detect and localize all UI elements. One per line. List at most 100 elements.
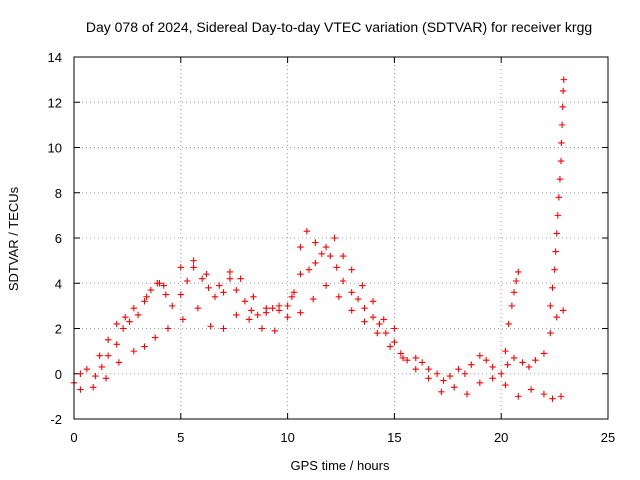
data-point: [476, 352, 484, 359]
data-point: [115, 359, 123, 366]
x-tick-label: 5: [177, 430, 184, 445]
data-point: [354, 295, 362, 303]
data-point: [369, 298, 377, 305]
data-point: [560, 76, 567, 83]
grid-lines: [74, 57, 608, 419]
data-point: [468, 361, 475, 368]
data-point: [271, 327, 278, 334]
data-point: [177, 291, 184, 298]
data-point: [425, 375, 432, 382]
data-point: [220, 325, 227, 332]
data-point: [556, 175, 564, 183]
data-point: [312, 239, 319, 246]
data-point: [233, 286, 240, 294]
data-point: [519, 359, 526, 366]
y-tick-label: 14: [48, 50, 62, 65]
data-point: [361, 304, 368, 312]
data-point: [318, 250, 325, 258]
y-tick-label: -2: [50, 412, 62, 427]
data-point: [303, 228, 311, 235]
data-point: [386, 343, 394, 350]
data-point: [113, 341, 120, 348]
data-point: [348, 266, 355, 273]
data-point: [198, 275, 206, 282]
data-point: [141, 298, 148, 305]
data-point: [104, 352, 112, 359]
data-point: [348, 289, 355, 296]
data-point: [284, 313, 291, 321]
data-point: [359, 282, 366, 289]
data-point: [540, 390, 548, 398]
x-tick-labels: 0 5 10 15 20 25: [70, 430, 615, 445]
data-point: [339, 252, 347, 260]
x-tick-label: 15: [387, 430, 401, 445]
x-tick-label: 25: [601, 430, 615, 445]
data-point: [547, 302, 554, 310]
data-point: [143, 293, 150, 301]
data-point: [553, 313, 560, 321]
data-point: [141, 343, 148, 350]
data-point: [275, 307, 283, 314]
data-point: [483, 356, 490, 364]
data-point: [92, 372, 99, 380]
data-point: [233, 311, 240, 319]
data-point: [557, 393, 565, 400]
data-point: [397, 350, 405, 357]
data-point: [551, 266, 558, 273]
data-point: [160, 282, 167, 289]
data-point: [425, 366, 432, 373]
data-point: [505, 320, 512, 328]
y-tick-label: 10: [48, 141, 62, 156]
data-point: [130, 347, 138, 355]
data-point: [532, 356, 539, 364]
data-point: [376, 320, 383, 328]
y-tick-label: 8: [55, 186, 62, 201]
data-point: [207, 323, 214, 330]
data-point: [327, 252, 334, 260]
data-point: [203, 271, 210, 278]
data-point: [418, 359, 426, 366]
data-point: [226, 275, 234, 282]
data-point: [412, 366, 419, 373]
data-point: [549, 395, 556, 402]
data-point: [220, 289, 227, 296]
data-point: [438, 388, 445, 396]
data-point: [245, 316, 253, 323]
data-point: [508, 302, 516, 310]
data-point: [164, 325, 172, 332]
data-point: [194, 304, 202, 312]
data-point: [489, 363, 496, 371]
data-point: [184, 277, 191, 285]
data-point: [77, 370, 84, 377]
data-point: [177, 264, 184, 271]
data-point: [433, 370, 441, 377]
y-tick-label: 12: [48, 95, 62, 110]
data-point: [83, 366, 91, 373]
x-tick-label: 20: [494, 430, 508, 445]
data-point: [154, 280, 161, 287]
data-point: [391, 338, 398, 346]
data-point: [269, 304, 276, 312]
data-point: [489, 375, 496, 382]
data-point: [554, 212, 562, 219]
data-point: [77, 386, 84, 393]
data-point: [348, 307, 355, 314]
data-point: [288, 293, 296, 301]
y-tick-labels: -2 0 2 4 6 8 10 12 14: [48, 50, 62, 427]
data-point: [463, 390, 471, 398]
x-axis-label: GPS time / hours: [291, 458, 390, 473]
y-tick-label: 6: [55, 231, 62, 246]
data-point: [504, 361, 511, 368]
data-point: [119, 325, 127, 332]
data-point: [391, 325, 398, 332]
data-point: [335, 293, 343, 301]
data-point: [322, 243, 330, 251]
data-point: [305, 266, 313, 273]
data-point: [211, 293, 219, 301]
y-axis-label: SDTVAR / TECUs: [6, 186, 21, 291]
data-point: [455, 366, 462, 373]
data-point: [525, 363, 533, 371]
data-point: [248, 307, 255, 314]
data-point: [297, 271, 304, 278]
data-point: [440, 377, 447, 384]
